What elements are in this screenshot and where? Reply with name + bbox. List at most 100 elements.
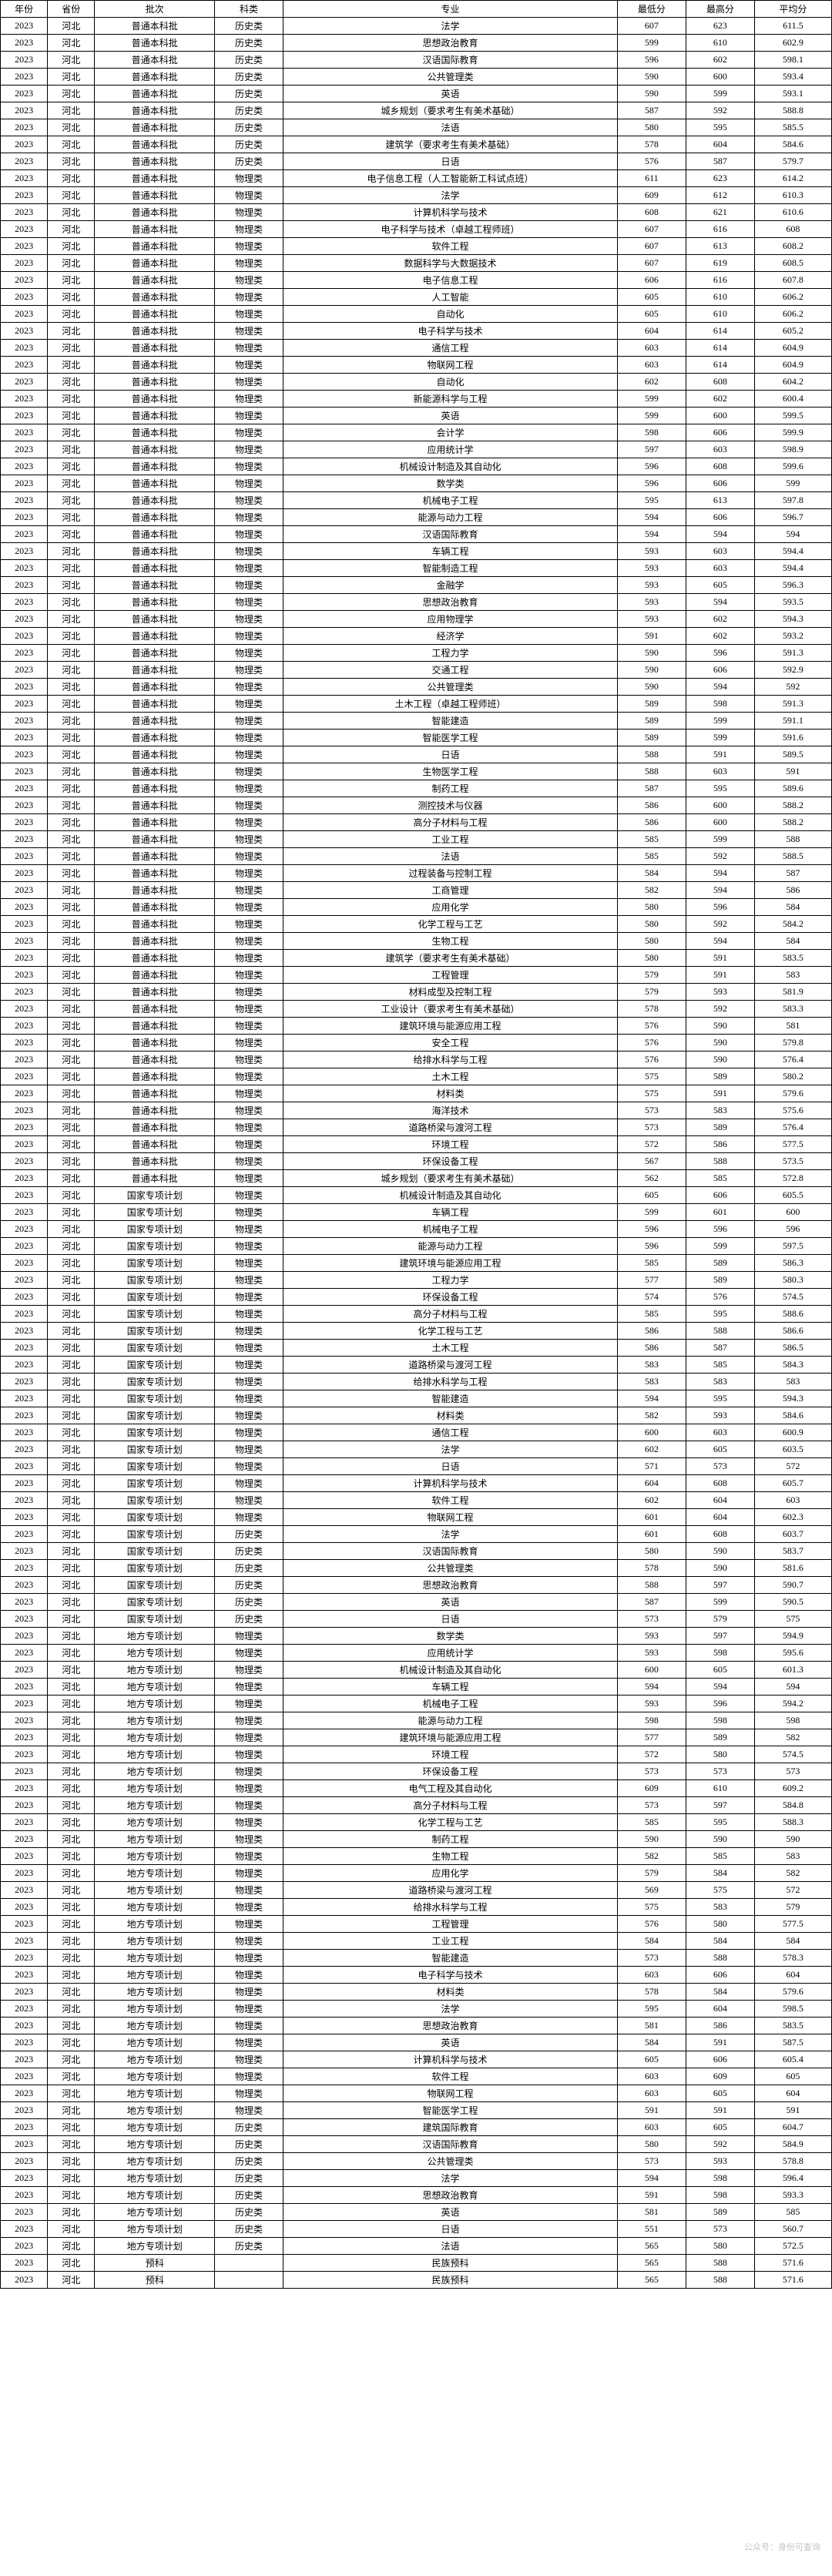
table-cell: 575.6: [754, 1102, 831, 1119]
table-cell: 河北: [48, 865, 95, 882]
table-cell: 602: [617, 1492, 686, 1509]
table-cell: 590: [617, 1831, 686, 1848]
table-cell: 河北: [48, 1238, 95, 1255]
table-cell: 地方专项计划: [95, 2221, 215, 2238]
table-cell: 河北: [48, 1526, 95, 1543]
table-cell: 596: [686, 645, 754, 662]
table-row: 2023河北普通本科批历史类汉语国际教育596602598.1: [1, 52, 832, 69]
table-cell: 2023: [1, 1102, 48, 1119]
table-cell: 580: [617, 899, 686, 916]
table-cell: 河北: [48, 1085, 95, 1102]
table-cell: 584.6: [754, 1407, 831, 1424]
table-cell: 584: [686, 1865, 754, 1882]
table-cell: 610.6: [754, 204, 831, 221]
table-cell: 591: [754, 763, 831, 780]
table-cell: 580: [617, 1543, 686, 1560]
table-cell: 河北: [48, 2051, 95, 2068]
table-cell: 2023: [1, 408, 48, 424]
table-cell: 应用统计学: [283, 441, 618, 458]
table-cell: 591: [617, 2187, 686, 2204]
table-row: 2023河北普通本科批物理类生物工程580594584: [1, 933, 832, 950]
table-row: 2023河北普通本科批物理类电子科学与技术604614605.2: [1, 323, 832, 340]
table-row: 2023河北预科民族预科565588571.6: [1, 2255, 832, 2272]
table-row: 2023河北普通本科批物理类高分子材料与工程586600588.2: [1, 814, 832, 831]
table-cell: 2023: [1, 272, 48, 289]
table-cell: 河北: [48, 170, 95, 187]
table-cell: 河北: [48, 1068, 95, 1085]
table-cell: 日语: [283, 746, 618, 763]
table-cell: 596: [617, 1221, 686, 1238]
table-cell: 物理类: [215, 1052, 283, 1068]
table-cell: 普通本科批: [95, 306, 215, 323]
table-cell: 592: [754, 679, 831, 696]
table-row: 2023河北普通本科批物理类能源与动力工程594606596.7: [1, 509, 832, 526]
table-cell: 591.1: [754, 713, 831, 730]
table-cell: 580: [617, 2136, 686, 2153]
table-row: 2023河北地方专项计划物理类物联网工程603605604: [1, 2085, 832, 2102]
table-cell: 物理类: [215, 1323, 283, 1340]
table-cell: 河北: [48, 1390, 95, 1407]
table-cell: 民族预科: [283, 2272, 618, 2289]
table-cell: 576: [617, 1916, 686, 1933]
table-cell: 国家专项计划: [95, 1187, 215, 1204]
table-row: 2023河北地方专项计划物理类应用化学579584582: [1, 1865, 832, 1882]
table-cell: 603: [617, 2119, 686, 2136]
table-row: 2023河北普通本科批物理类化学工程与工艺580592584.2: [1, 916, 832, 933]
table-cell: 2023: [1, 1187, 48, 1204]
table-cell: 地方专项计划: [95, 1712, 215, 1729]
table-cell: 河北: [48, 1967, 95, 1984]
table-cell: 2023: [1, 1594, 48, 1611]
table-cell: 607: [617, 255, 686, 272]
table-cell: 电气工程及其自动化: [283, 1780, 618, 1797]
table-cell: 572: [754, 1882, 831, 1899]
table-cell: 2023: [1, 204, 48, 221]
table-cell: 工程管理: [283, 967, 618, 984]
table-cell: 593.3: [754, 2187, 831, 2204]
table-row: 2023河北普通本科批物理类电子信息工程（人工智能新工科试点班）61162361…: [1, 170, 832, 187]
table-cell: 普通本科批: [95, 1035, 215, 1052]
table-cell: 584: [754, 899, 831, 916]
table-cell: 材料成型及控制工程: [283, 984, 618, 1001]
table-cell: 河北: [48, 35, 95, 52]
table-cell: 2023: [1, 1577, 48, 1594]
table-cell: 应用统计学: [283, 1645, 618, 1662]
table-cell: 普通本科批: [95, 1119, 215, 1136]
table-row: 2023河北地方专项计划物理类软件工程603609605: [1, 2068, 832, 2085]
table-cell: 2023: [1, 1797, 48, 1814]
table-cell: 610: [686, 289, 754, 306]
table-cell: 物理类: [215, 441, 283, 458]
table-row: 2023河北地方专项计划历史类汉语国际教育580592584.9: [1, 2136, 832, 2153]
table-row: 2023河北普通本科批物理类汉语国际教育594594594: [1, 526, 832, 543]
table-cell: 物理类: [215, 933, 283, 950]
table-cell: 594: [617, 2170, 686, 2187]
table-cell: 河北: [48, 408, 95, 424]
table-cell: 603: [617, 2068, 686, 2085]
table-cell: 历史类: [215, 136, 283, 153]
table-cell: 民族预科: [283, 2255, 618, 2272]
table-cell: 计算机科学与技术: [283, 204, 618, 221]
table-cell: 2023: [1, 831, 48, 848]
table-cell: 582: [617, 1848, 686, 1865]
table-cell: 582: [754, 1729, 831, 1746]
table-cell: 河北: [48, 1221, 95, 1238]
table-cell: 598: [754, 1712, 831, 1729]
table-cell: 587.5: [754, 2034, 831, 2051]
table-cell: 河北: [48, 323, 95, 340]
table-cell: 569: [617, 1882, 686, 1899]
table-row: 2023河北国家专项计划物理类日语571573572: [1, 1458, 832, 1475]
table-cell: 普通本科批: [95, 187, 215, 204]
table-cell: 河北: [48, 679, 95, 696]
table-cell: 地方专项计划: [95, 1797, 215, 1814]
table-cell: 河北: [48, 255, 95, 272]
table-cell: 城乡规划（要求考生有美术基础）: [283, 1170, 618, 1187]
table-cell: 2023: [1, 865, 48, 882]
table-cell: 604: [686, 136, 754, 153]
table-cell: 河北: [48, 391, 95, 408]
table-cell: 2023: [1, 2136, 48, 2153]
table-cell: 历史类: [215, 1611, 283, 1628]
table-row: 2023河北普通本科批物理类新能源科学与工程599602600.4: [1, 391, 832, 408]
table-cell: 计算机科学与技术: [283, 1475, 618, 1492]
table-cell: 普通本科批: [95, 136, 215, 153]
table-cell: 590: [617, 662, 686, 679]
table-cell: 588.2: [754, 797, 831, 814]
